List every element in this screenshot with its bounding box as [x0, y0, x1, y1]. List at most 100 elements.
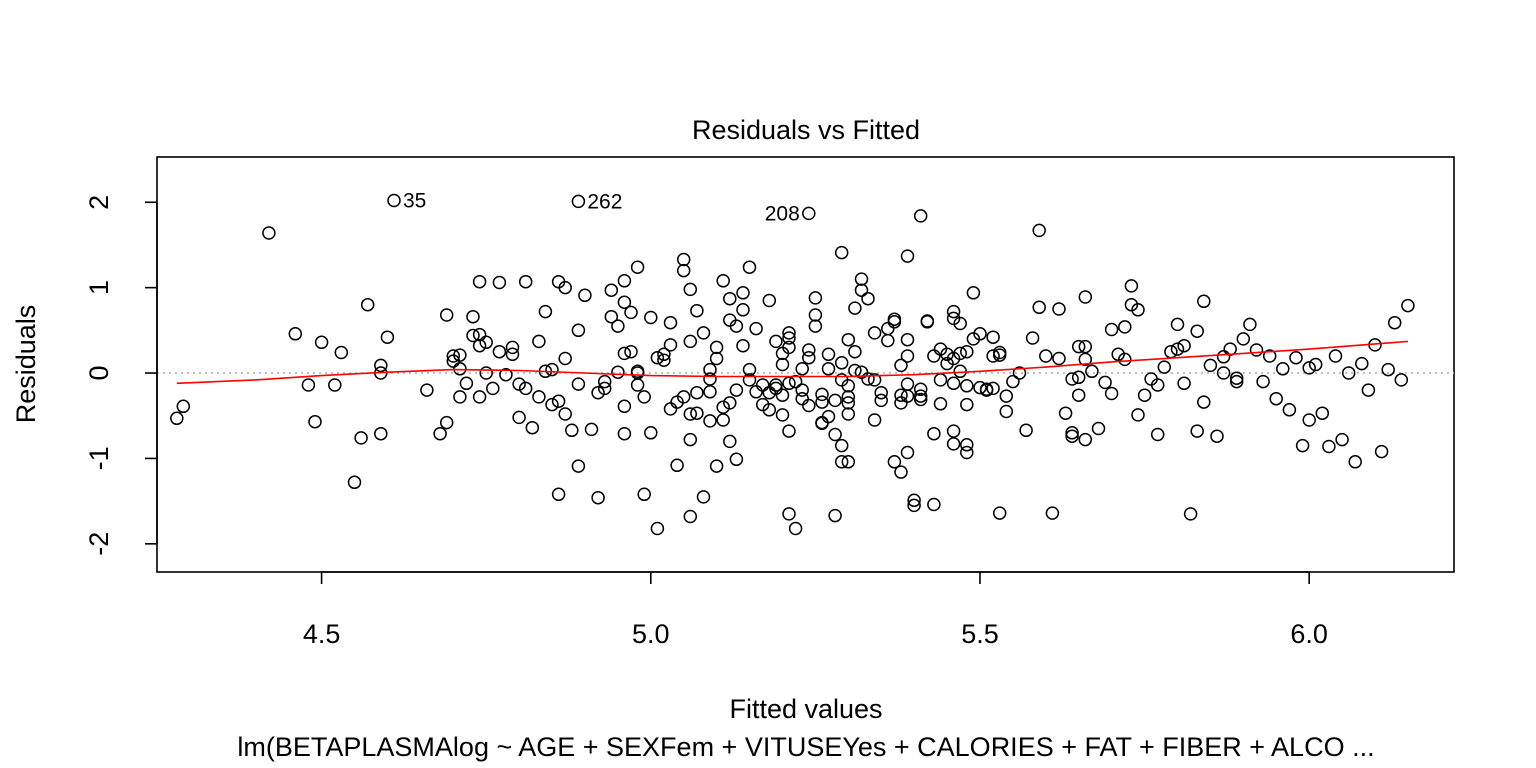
data-point [1177, 376, 1191, 391]
data-point [755, 378, 770, 392]
data-point [1289, 350, 1303, 365]
data-point [1012, 366, 1027, 380]
data-point [716, 400, 730, 414]
chart-subtitle: lm(BETAPLASMAlog ~ AGE + SEXFem + VITUSE… [237, 732, 1374, 762]
data-point [545, 362, 559, 377]
data-point [617, 346, 632, 361]
data-point [775, 357, 790, 372]
data-point [696, 326, 711, 340]
data-point [841, 379, 856, 393]
data-point [1150, 427, 1165, 442]
data-point [762, 403, 777, 417]
data-point [624, 344, 638, 359]
data-point [472, 390, 487, 404]
outlier-label: 262 [587, 190, 622, 213]
data-point [1210, 429, 1224, 443]
data-point [828, 393, 842, 408]
data-point [1302, 413, 1316, 427]
data-point [795, 362, 809, 376]
data-point [1315, 406, 1330, 420]
data-point [650, 521, 665, 536]
data-point [611, 365, 625, 379]
data-point [492, 275, 507, 290]
data-point [571, 459, 586, 473]
data-point [782, 424, 796, 438]
data-point [1065, 426, 1079, 440]
data-point [1058, 406, 1073, 420]
data-point [518, 381, 533, 396]
data-point [1374, 444, 1389, 459]
data-point [604, 283, 619, 297]
data-point [690, 385, 704, 400]
data-point [532, 390, 546, 404]
data-point [736, 338, 750, 353]
data-point [683, 509, 698, 524]
data-point [854, 283, 869, 297]
data-point [762, 385, 777, 400]
data-point [723, 434, 737, 449]
data-point [565, 423, 579, 438]
data-point [907, 498, 921, 513]
data-point [512, 410, 526, 425]
data-point [670, 458, 684, 473]
data-point [1131, 408, 1145, 422]
data-point [479, 366, 493, 380]
data-point [979, 382, 994, 397]
smoother-layer [176, 340, 1408, 385]
data-point [1183, 507, 1198, 521]
data-point [920, 314, 935, 328]
data-point [446, 349, 461, 363]
data-point [663, 402, 678, 416]
data-point [723, 291, 737, 306]
data-point [1348, 455, 1362, 469]
data-point [374, 358, 388, 373]
y-axis-label: Residuals [11, 305, 41, 424]
data-point [841, 407, 856, 421]
data-point [1124, 279, 1139, 293]
data-point [683, 334, 698, 349]
data-point [1282, 403, 1297, 417]
data-point [775, 408, 790, 422]
data-point [1078, 432, 1093, 447]
data-point [1098, 375, 1112, 390]
data-point [1078, 290, 1093, 304]
data-point [881, 333, 895, 348]
data-point [1065, 429, 1079, 443]
data-point [729, 452, 744, 467]
data-point [782, 326, 796, 340]
data-point [960, 438, 974, 452]
data-point [466, 309, 480, 324]
data-point [946, 304, 961, 319]
data-point [617, 295, 632, 309]
data-point [729, 319, 744, 333]
data-point [960, 397, 974, 412]
data-point [630, 260, 645, 274]
data-point [472, 274, 487, 289]
data-point [1216, 350, 1231, 364]
data-point [841, 455, 856, 469]
data-point [1137, 388, 1152, 402]
data-point [900, 377, 915, 391]
chart-title: Residuals vs Fitted [692, 115, 920, 145]
data-point [1170, 342, 1185, 356]
data-point [1197, 395, 1211, 409]
data-point [1308, 357, 1323, 372]
data-point [887, 315, 902, 329]
data-point [492, 344, 507, 359]
data-point [650, 350, 665, 365]
data-point [1052, 351, 1066, 366]
data-point [742, 260, 757, 274]
y-tick-label: 1 [84, 280, 114, 295]
data-point [1118, 352, 1132, 367]
data-point [453, 362, 467, 376]
data-point [1006, 374, 1020, 389]
data-point [558, 280, 572, 295]
data-point [1078, 352, 1093, 367]
data-point [1229, 374, 1244, 389]
axes-layer: 4.5 5.0 5.5 6.0 -2 -1 0 1 2 [84, 195, 1328, 649]
data-point [703, 372, 717, 386]
data-point [1190, 424, 1204, 438]
data-point [821, 409, 836, 424]
data-point [374, 426, 388, 441]
y-tick-label: 2 [84, 195, 114, 210]
